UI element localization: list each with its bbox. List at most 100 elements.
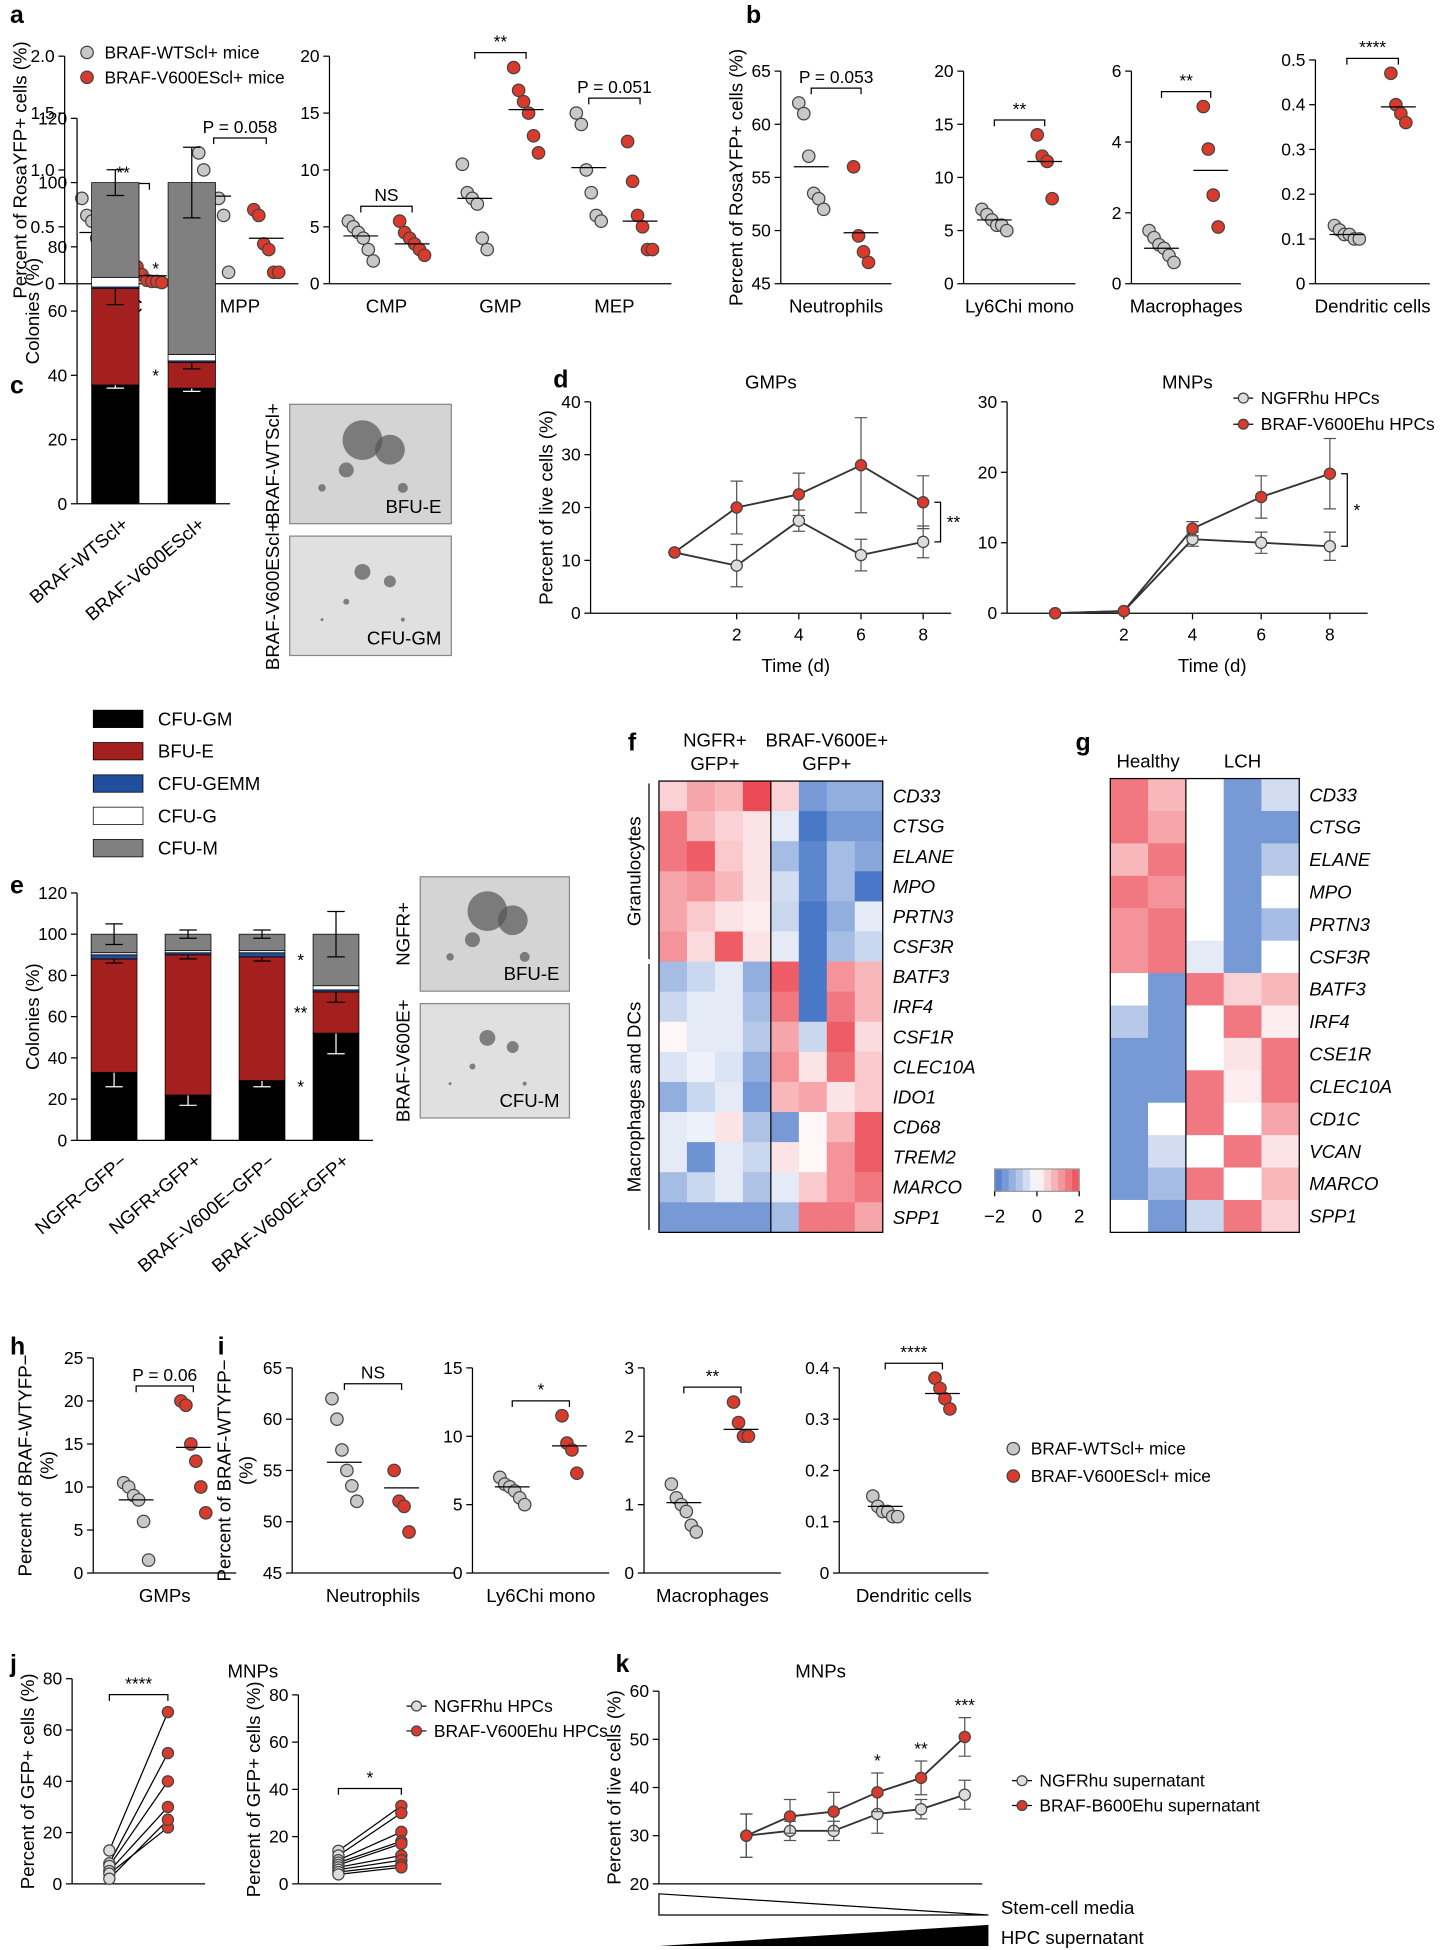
chart-title: MNPs bbox=[1162, 371, 1213, 392]
y-tick-label: 20 bbox=[269, 1827, 288, 1847]
significance-label: * bbox=[152, 365, 159, 385]
micrograph-cell bbox=[506, 1041, 519, 1054]
data-point bbox=[395, 1861, 408, 1874]
y-tick-label: 0.2 bbox=[805, 1460, 829, 1480]
heatmap-cell bbox=[1261, 1135, 1300, 1168]
panel-letter: k bbox=[615, 1650, 629, 1678]
heatmap-cell bbox=[1185, 908, 1225, 942]
y-tick-label: 3 bbox=[624, 1358, 634, 1378]
data-point bbox=[851, 229, 866, 243]
y-tick-label: 120 bbox=[38, 883, 67, 903]
legend-label: BRAF-V600Ehu HPCs bbox=[434, 1721, 608, 1741]
heatmap-cell bbox=[686, 961, 716, 993]
panel-letter: e bbox=[10, 871, 24, 899]
data-point bbox=[625, 174, 640, 189]
micrograph-cell bbox=[467, 891, 508, 931]
row-label: IRF4 bbox=[893, 996, 933, 1017]
y-axis-label: Percent of RosaYFP+ cells (%) bbox=[9, 41, 30, 298]
y-tick-label: 55 bbox=[263, 1460, 282, 1480]
y-tick-label: 5 bbox=[453, 1495, 463, 1515]
heatmap-cell bbox=[770, 1051, 800, 1083]
x-tick-label: 6 bbox=[1256, 624, 1266, 644]
category-label: Dendritic cells bbox=[1315, 296, 1431, 317]
row-label: PRTN3 bbox=[1309, 914, 1370, 935]
y-tick-label: 0 bbox=[52, 1874, 62, 1894]
heatmap-cell bbox=[1110, 1167, 1149, 1201]
micrograph-side-label: BRAF-WTScl+ bbox=[262, 403, 283, 525]
data-point bbox=[325, 1391, 339, 1406]
y-tick-label: 0 bbox=[624, 1563, 634, 1583]
row-label: SPP1 bbox=[893, 1207, 941, 1228]
data-point bbox=[526, 128, 541, 143]
heatmap-cell bbox=[686, 841, 716, 872]
error-bar bbox=[183, 146, 201, 219]
significance-label: ** bbox=[1013, 99, 1027, 119]
panel-letter: j bbox=[9, 1650, 17, 1678]
row-label: CSF3R bbox=[1309, 946, 1370, 967]
data-point bbox=[356, 231, 371, 246]
micrograph-cell bbox=[522, 1081, 527, 1086]
micrograph-label: BFU-E bbox=[504, 963, 560, 984]
micrograph-label: BFU-E bbox=[386, 496, 442, 517]
significance-bracket bbox=[108, 1694, 169, 1701]
row-label: CD68 bbox=[893, 1117, 941, 1138]
heatmap-cell bbox=[1223, 1199, 1262, 1233]
pair-line bbox=[108, 1780, 169, 1867]
data-point bbox=[916, 535, 930, 549]
data-point bbox=[179, 1398, 193, 1413]
data-point bbox=[801, 149, 816, 163]
data-point bbox=[75, 191, 89, 206]
heatmap-cell bbox=[770, 811, 800, 842]
significance-bracket bbox=[360, 205, 413, 213]
category-label: Neutrophils bbox=[789, 296, 883, 317]
heatmap-cell bbox=[714, 811, 744, 842]
category-label: CMP bbox=[366, 296, 407, 317]
pair-line bbox=[338, 1812, 402, 1857]
colorbar-step bbox=[1058, 1168, 1066, 1192]
y-tick-label: 2 bbox=[624, 1426, 634, 1446]
data-point bbox=[271, 265, 286, 280]
data-point bbox=[958, 1730, 971, 1744]
x-tick-label: 8 bbox=[918, 624, 928, 644]
heatmap-cell bbox=[826, 1172, 856, 1203]
heatmap-cell bbox=[1261, 908, 1300, 942]
heatmap-cell bbox=[1185, 1005, 1225, 1039]
data-point bbox=[1048, 606, 1062, 620]
panel-letter: d bbox=[553, 365, 568, 393]
y-tick-label: 4 bbox=[1112, 132, 1122, 152]
data-point bbox=[916, 496, 930, 509]
column-group-label: LCH bbox=[1224, 751, 1261, 772]
data-point bbox=[1186, 522, 1199, 535]
row-group-label: Macrophages and DCs bbox=[624, 1002, 645, 1193]
column-group-label: BRAF-V600E+ bbox=[765, 730, 888, 751]
x-tick-label: 4 bbox=[794, 624, 804, 644]
heatmap-cell bbox=[658, 871, 688, 902]
significance-bracket bbox=[135, 1385, 194, 1393]
heatmap-cell bbox=[1185, 1070, 1225, 1104]
heatmap-cell bbox=[742, 901, 772, 932]
heatmap-cell bbox=[1148, 940, 1187, 974]
micrograph-label: CFU-M bbox=[499, 1090, 559, 1111]
heatmap-cell bbox=[1110, 940, 1149, 974]
heatmap-cell bbox=[854, 1021, 884, 1053]
data-point bbox=[387, 1463, 401, 1478]
y-tick-label: 0 bbox=[987, 603, 997, 623]
data-point bbox=[668, 546, 681, 559]
colorbar-step bbox=[1001, 1168, 1010, 1192]
pair-line bbox=[338, 1859, 402, 1871]
data-point bbox=[584, 185, 599, 200]
y-tick-label: 10 bbox=[561, 550, 580, 570]
data-point bbox=[184, 1437, 198, 1451]
heatmap-cell bbox=[1261, 940, 1300, 974]
bar-segment bbox=[167, 354, 216, 362]
y-axis-label: Colonies (%) bbox=[22, 258, 43, 365]
data-point bbox=[103, 1844, 116, 1857]
category-label: Macrophages bbox=[656, 1585, 769, 1606]
data-point bbox=[1398, 115, 1413, 130]
y-tick-label: 0.4 bbox=[1281, 95, 1306, 115]
data-point bbox=[349, 1494, 364, 1509]
data-point bbox=[958, 1788, 971, 1801]
gradient-label: HPC supernatant bbox=[1001, 1927, 1145, 1948]
heatmap-cell bbox=[854, 1112, 884, 1143]
